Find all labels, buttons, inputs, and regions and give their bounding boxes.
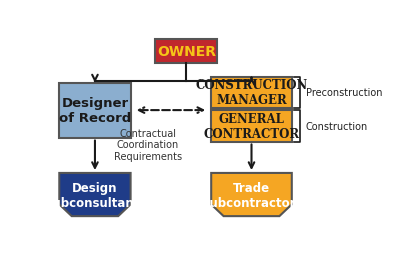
Text: OWNER: OWNER xyxy=(157,45,216,59)
Text: Preconstruction: Preconstruction xyxy=(306,88,382,98)
FancyBboxPatch shape xyxy=(155,40,218,64)
Polygon shape xyxy=(211,173,292,216)
Text: Construction: Construction xyxy=(306,121,368,131)
FancyBboxPatch shape xyxy=(211,77,292,109)
Text: CONSTRUCTION
MANAGER: CONSTRUCTION MANAGER xyxy=(195,79,308,107)
Text: Contractual
Coordination
Requirements: Contractual Coordination Requirements xyxy=(114,128,182,161)
Polygon shape xyxy=(59,173,131,216)
Text: Design
Subconsultants: Design Subconsultants xyxy=(44,181,146,209)
FancyBboxPatch shape xyxy=(59,83,131,138)
FancyBboxPatch shape xyxy=(211,111,292,142)
Text: Trade
Subcontractors: Trade Subcontractors xyxy=(201,181,302,209)
Text: Designer
of Record: Designer of Record xyxy=(59,97,131,125)
Text: GENERAL
CONTRACTOR: GENERAL CONTRACTOR xyxy=(204,112,300,140)
